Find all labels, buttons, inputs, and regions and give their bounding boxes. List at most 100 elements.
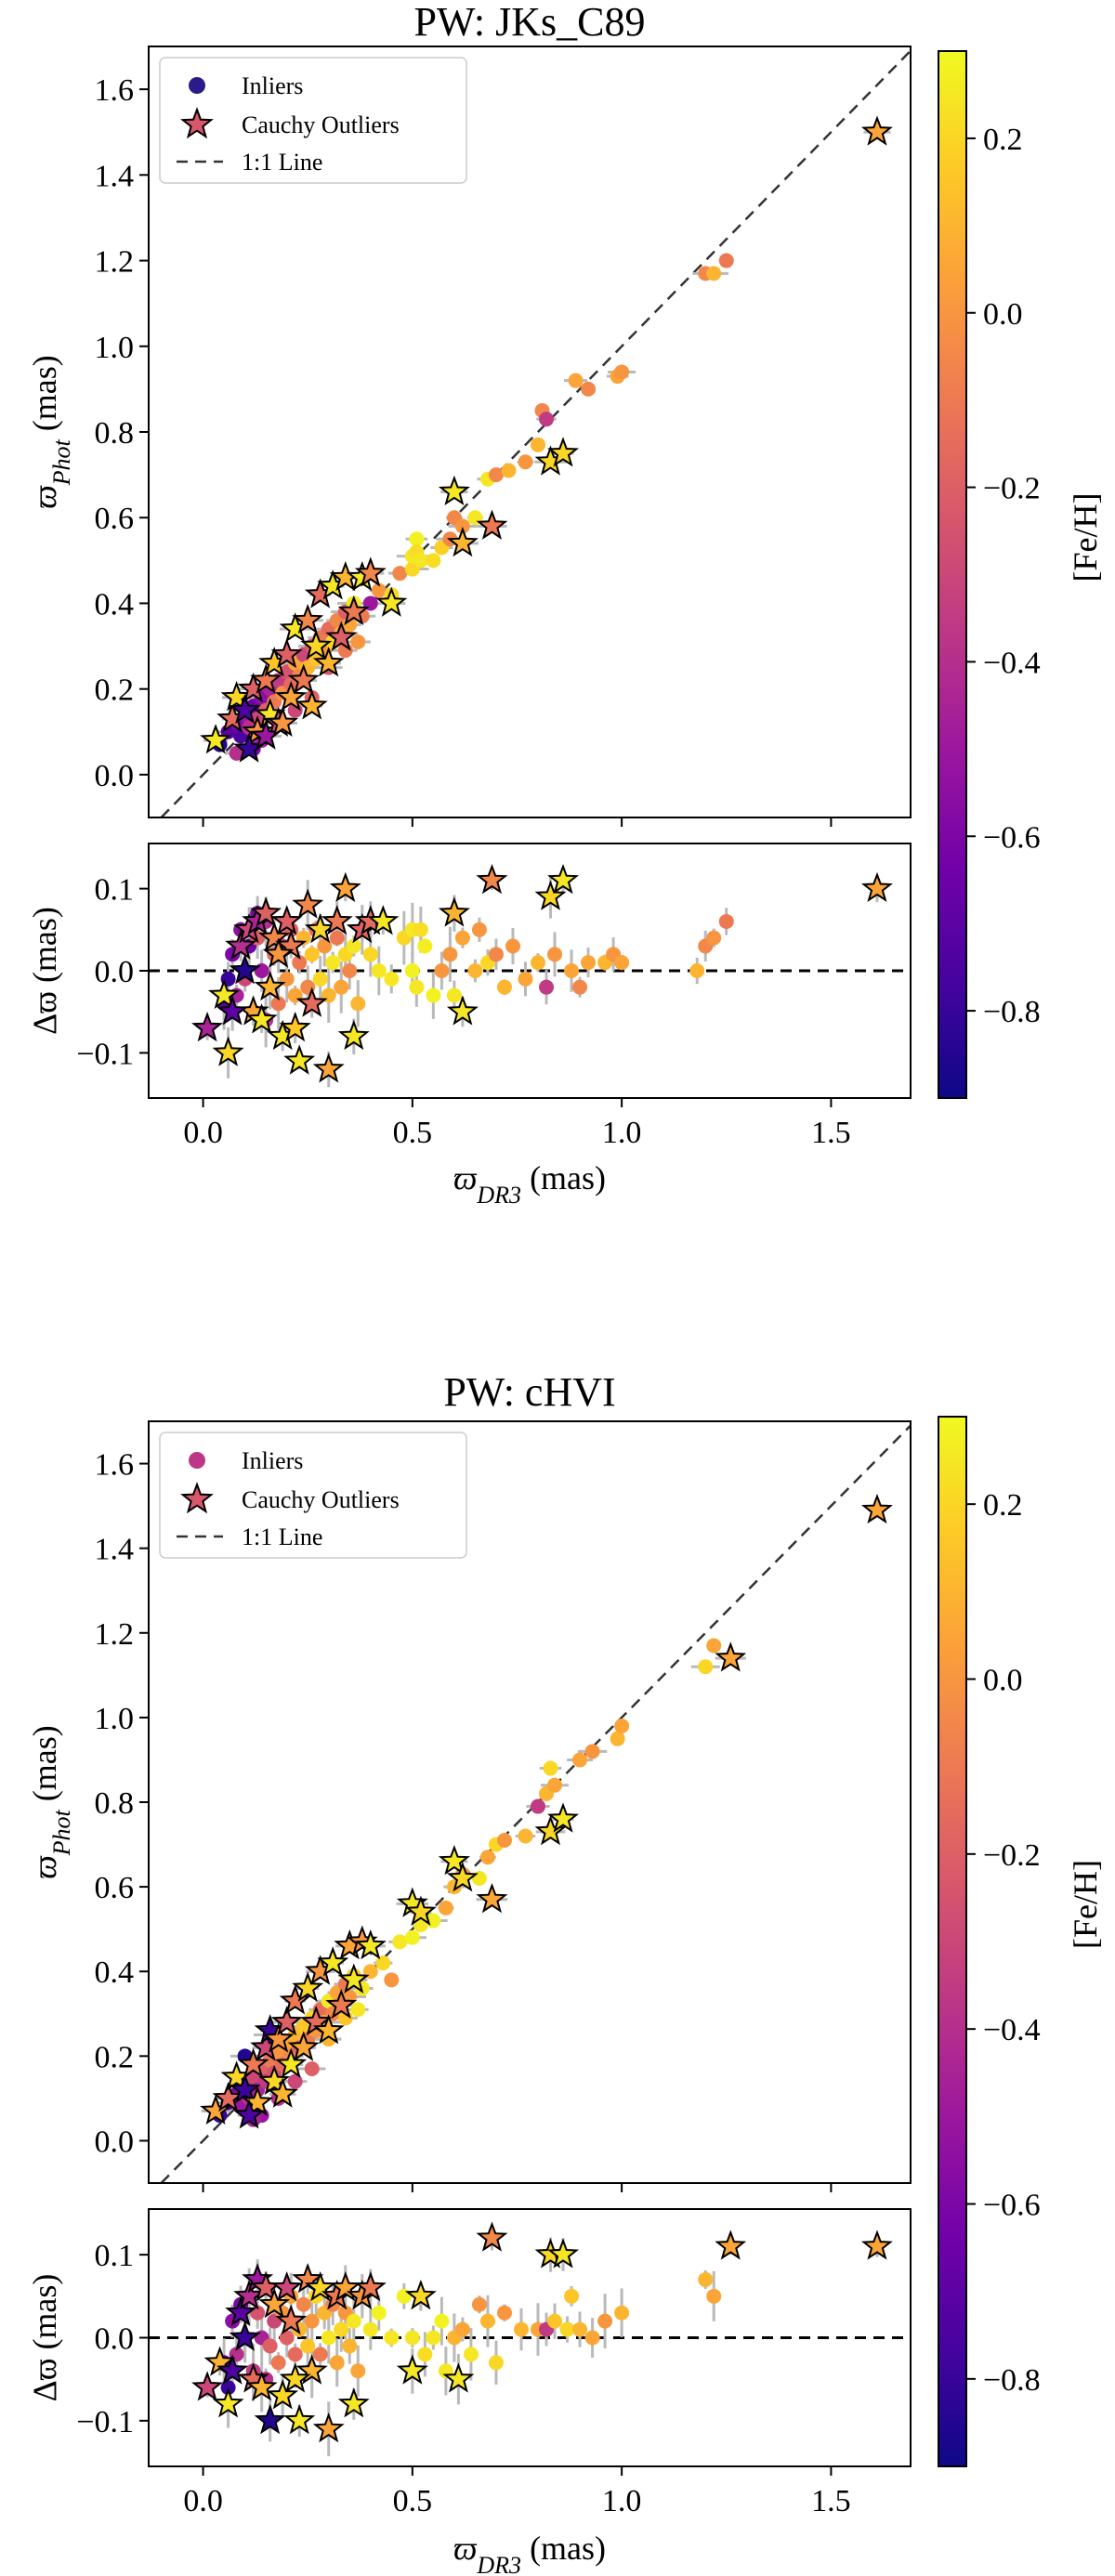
residual-inlier-point xyxy=(384,2330,400,2346)
x-label-symbol: ϖ xyxy=(453,2530,478,2567)
y-axis-label: ϖPhot (mas) xyxy=(26,1725,75,1879)
residual-outlier-star xyxy=(270,905,303,935)
residual-outlier-star xyxy=(245,1003,278,1034)
residual-inlier-point xyxy=(413,922,428,937)
residual-y-axis-label: Δϖ (mas) xyxy=(26,907,63,1035)
x-tick-label: 1.5 xyxy=(811,1116,851,1150)
inlier-point xyxy=(409,531,425,547)
legend-inlier-label: Inliers xyxy=(242,72,303,99)
residual-outlier-star xyxy=(245,2371,278,2401)
residual-inlier-point xyxy=(614,955,630,971)
legend-inlier-marker xyxy=(189,1452,205,1469)
residual-inlier-point xyxy=(572,979,588,995)
residual-y-tick-label: −0.1 xyxy=(76,2405,134,2439)
colorbar-tick-label: −0.2 xyxy=(983,1838,1041,1873)
residual-inlier-point xyxy=(479,2313,495,2329)
outlier-star xyxy=(438,1844,470,1876)
inlier-point xyxy=(287,2073,303,2089)
inlier-point xyxy=(375,1955,391,1971)
residual-inlier-point xyxy=(362,947,378,962)
residual-inlier-point xyxy=(362,2321,378,2337)
residual-inlier-point xyxy=(371,2305,387,2321)
residual-inlier-point xyxy=(547,2313,563,2329)
inlier-point xyxy=(501,463,517,478)
residual-inlier-point xyxy=(329,2355,345,2371)
y-tick-label: 0.6 xyxy=(95,502,135,536)
legend-outlier-marker xyxy=(180,107,214,139)
residual-outlier-star xyxy=(225,929,257,960)
y-tick-label: 1.4 xyxy=(95,159,135,193)
residual-outlier-star xyxy=(216,2354,249,2385)
residual-outlier-star xyxy=(329,2271,361,2302)
residual-inlier-point xyxy=(471,2296,487,2312)
residual-inlier-point xyxy=(454,930,470,946)
x-tick-label: 1.0 xyxy=(602,2484,642,2518)
residual-outlier-star xyxy=(279,1012,311,1042)
y-tick-label: 0.0 xyxy=(95,759,135,793)
outlier-star xyxy=(233,2099,266,2129)
residual-outlier-star xyxy=(208,978,241,1010)
legend-inlier-label: Inliers xyxy=(242,1447,303,1474)
residual-inlier-point xyxy=(262,2338,278,2354)
residual-inlier-point xyxy=(371,963,387,978)
colorbar-tick-label: −0.8 xyxy=(983,995,1041,1029)
residual-outlier-star xyxy=(367,905,400,935)
outlier-star xyxy=(312,647,345,677)
outlier-star xyxy=(270,637,303,669)
x-label-subscript: DR3 xyxy=(476,2552,521,2576)
residual-outlier-star xyxy=(312,2412,345,2443)
residual-inlier-point xyxy=(346,938,361,954)
legend-box xyxy=(159,1432,467,1559)
inlier-point xyxy=(304,2061,320,2076)
inlier-point xyxy=(518,1828,533,1844)
residual-outlier-star xyxy=(258,921,291,952)
outlier-star xyxy=(354,556,387,587)
residual-y-tick-label: 0.1 xyxy=(95,2239,135,2273)
inlier-point xyxy=(706,266,722,281)
y-tick-label: 0.2 xyxy=(95,2040,135,2074)
residual-inlier-point xyxy=(292,955,308,971)
x-tick-label: 1.0 xyxy=(602,1116,642,1150)
y-tick-label: 1.4 xyxy=(95,1533,135,1567)
residual-outlier-star xyxy=(404,2279,437,2310)
x-label-unit: (mas) xyxy=(521,1159,606,1196)
y-tick-label: 0.6 xyxy=(95,1871,135,1905)
y-tick-label: 1.0 xyxy=(95,331,135,365)
residual-inlier-point xyxy=(518,971,533,987)
inlier-point xyxy=(539,412,555,427)
residual-inlier-point xyxy=(279,2330,295,2346)
chart-title: PW: JKs_C89 xyxy=(414,0,646,45)
colorbar-label: [Fe/H] xyxy=(1067,493,1104,582)
inlier-point xyxy=(614,364,630,380)
residual-inlier-point xyxy=(334,2321,349,2337)
residual-inlier-point xyxy=(689,963,705,978)
outlier-star xyxy=(860,1493,893,1524)
residual-outlier-star xyxy=(250,896,282,927)
inlier-point xyxy=(614,1719,630,1733)
residual-inlier-point xyxy=(329,930,345,946)
inlier-point xyxy=(229,745,244,761)
residual-outlier-star xyxy=(191,1012,224,1042)
outlier-star xyxy=(200,724,232,754)
chart-title: PW: cHVI xyxy=(443,1369,615,1415)
x-label-symbol: ϖ xyxy=(453,1159,478,1196)
residual-inlier-point xyxy=(718,913,734,929)
residual-inlier-point xyxy=(321,2330,336,2346)
residual-inlier-point xyxy=(505,938,520,954)
y-tick-label: 0.8 xyxy=(95,416,135,451)
residual-inlier-point xyxy=(346,2313,361,2329)
residual-outlier-star xyxy=(225,2295,257,2327)
residual-y-tick-label: 0.0 xyxy=(95,2322,135,2357)
colorbar: 0.2 0.0 −0.2 −0.4 −0.6 −0.8 [Fe/H] xyxy=(938,1416,1104,2467)
colorbar-tick-label: 0.2 xyxy=(983,123,1023,157)
colorbar-tick-label: −0.6 xyxy=(983,820,1041,855)
outlier-star xyxy=(275,681,308,712)
y-tick-label: 0.4 xyxy=(95,587,135,621)
y-label-subscript: Phot xyxy=(48,1809,75,1856)
main-scatter-axes: 0.0 0.2 0.4 0.6 0.8 1.0 1.2 1.4 1.6 ϖPhot (mas) In… xyxy=(26,1420,912,2192)
inlier-point xyxy=(371,582,387,598)
colorbar: 0.2 0.0 −0.2 −0.4 −0.6 −0.8 [Fe/H] xyxy=(938,50,1104,1099)
colorbar-tick-label: −0.8 xyxy=(983,2363,1041,2398)
main-scatter-axes: 0.0 0.2 0.4 0.6 0.8 1.0 1.2 1.4 1.6 ϖPhot (mas) In… xyxy=(26,46,912,827)
inlier-point xyxy=(404,1929,420,1945)
